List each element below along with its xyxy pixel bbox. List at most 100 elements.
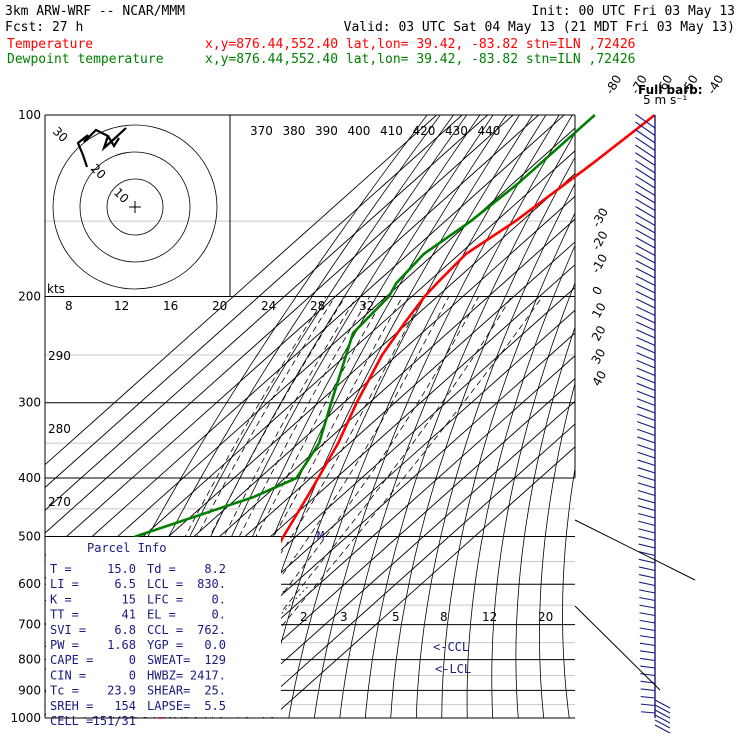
- wind-barb: [638, 512, 656, 519]
- parcel-info-value: 129: [204, 653, 226, 667]
- parcel-info-value: 23.9: [107, 684, 136, 698]
- isotherm: [271, 446, 575, 718]
- wind-legend-unit: 5 m s⁻¹: [643, 93, 688, 107]
- wind-barb: [635, 259, 656, 271]
- hodograph-kts-label: kts: [47, 282, 65, 296]
- wind-barb: [638, 558, 656, 564]
- parcel-info-label: LCL =: [147, 577, 183, 591]
- wind-barb-surface: [654, 704, 671, 714]
- temp-tick-right: 40: [589, 368, 609, 388]
- parcel-info-label: K =: [50, 592, 72, 606]
- dry-adiabat: [339, 115, 573, 718]
- wind-barb: [639, 589, 656, 594]
- hodograph-trace: [76, 127, 127, 168]
- isotherm: [169, 355, 575, 718]
- wind-barb: [636, 352, 656, 362]
- lcl-annotation: <-LCL: [435, 662, 471, 676]
- wind-barb: [635, 152, 656, 166]
- theta-left-label: 280: [48, 422, 71, 436]
- wind-barb-surface: [654, 724, 671, 734]
- parcel-info-label: HWBZ=: [147, 668, 183, 682]
- dry-adiabat: [441, 212, 575, 718]
- parcel-info-value: 0.0: [204, 638, 226, 652]
- mixing-ratio-label-upper: 16: [163, 299, 178, 313]
- wind-barb: [637, 436, 656, 444]
- wind-barb: [635, 236, 656, 249]
- parcel-info-label: Tc =: [50, 684, 79, 698]
- moist-adiabat: [174, 296, 450, 718]
- wind-barb: [635, 244, 656, 256]
- dry-adiabat: [415, 182, 575, 718]
- mixing-ratio-label-lower: 5: [392, 610, 400, 624]
- wind-barb: [635, 267, 656, 279]
- wind-barb: [639, 604, 656, 609]
- theta-label: 390: [315, 124, 338, 138]
- parcel-info-label: T =: [50, 562, 72, 576]
- pressure-tick-label: 200: [18, 290, 41, 304]
- legend-temperature-label: Temperature: [7, 37, 93, 52]
- theta-label: 420: [413, 124, 436, 138]
- temp-tick-right: 30: [589, 346, 609, 366]
- theta-label: 430: [445, 124, 468, 138]
- wind-barb: [640, 695, 656, 699]
- mixing-ratio-label-upper: 32: [359, 299, 374, 313]
- wind-barbs: Full barb:5 m s⁻¹: [574, 83, 703, 734]
- header-fcst: Fcst: 27 h: [5, 20, 83, 35]
- theta-label: 440: [478, 124, 501, 138]
- wind-barb: [635, 175, 656, 189]
- parcel-info-label: CIN =: [50, 668, 86, 682]
- parcel-info-value: 5.5: [204, 699, 226, 713]
- wind-barb: [637, 505, 656, 512]
- theta-left-label: 270: [48, 495, 71, 509]
- wind-barb-surface: [654, 699, 671, 709]
- wind-barb: [635, 113, 656, 129]
- parcel-info-label: SVI =: [50, 623, 86, 637]
- hodograph-ring: [106, 178, 164, 236]
- parcel-info-box: Parcel Info T = 15.0 Td = 8.2 LI = 6.5 LCL = 830…: [46, 537, 281, 728]
- theta-label: 410: [380, 124, 403, 138]
- wind-barb: [638, 566, 656, 572]
- theta-left-label: 290: [48, 349, 71, 363]
- wind-barb: [636, 359, 656, 369]
- wind-barb: [639, 635, 656, 639]
- mixing-ratio-label-upper: 28: [310, 299, 325, 313]
- dry-adiabat: [313, 115, 560, 718]
- wind-barb: [638, 543, 656, 549]
- dry-adiabat: [491, 281, 575, 718]
- parcel-info-value: 154: [114, 699, 136, 713]
- parcel-info-label: Td =: [147, 562, 176, 576]
- legend-dewpoint-location: x,y=876.44,552.40 lat,lon= 39.42, -83.82…: [205, 52, 635, 67]
- dry-adiabat: [539, 381, 575, 718]
- parcel-info-value: 762.: [197, 623, 226, 637]
- wind-barb: [638, 520, 656, 527]
- isotherm: [45, 115, 463, 489]
- header-valid: Valid: 03 UTC Sat 04 May 13 (21 MDT Fri …: [344, 20, 735, 35]
- wind-barb: [639, 612, 656, 617]
- theta-label: 380: [283, 124, 306, 138]
- wind-barb: [636, 321, 656, 331]
- dry-adiabat: [466, 244, 575, 718]
- header-model: 3km ARW-WRF -- NCAR/MMM: [5, 4, 185, 19]
- isotherm: [45, 115, 437, 466]
- pressure-tick-label: 800: [18, 653, 41, 667]
- wind-barb: [635, 221, 656, 234]
- parcel-info-value: 41: [122, 608, 136, 622]
- parcel-info-label: CAPE =: [50, 653, 93, 667]
- dry-adiabat: [364, 132, 575, 718]
- parcel-info-value: 2417.: [190, 668, 226, 682]
- wind-barb-surface: [654, 709, 671, 719]
- dry-adiabat: [515, 326, 575, 718]
- wind-barb: [635, 213, 656, 226]
- mixing-ratio-label-lower: 8: [440, 610, 448, 624]
- parcel-info-value: 15: [122, 592, 136, 606]
- legend-temperature-location: x,y=876.44,552.40 lat,lon= 39.42, -83.82…: [205, 37, 635, 52]
- isotherm: [220, 400, 575, 718]
- wind-barb-surface: [654, 714, 671, 724]
- mixing-ratio-label-lower: 2: [300, 610, 308, 624]
- dry-adiabat: [562, 466, 575, 718]
- wind-barb: [638, 574, 656, 579]
- isotherm: [45, 115, 488, 511]
- parcel-info-title: Parcel Info: [87, 541, 166, 555]
- wind-barb: [637, 497, 656, 504]
- isotherm: [194, 377, 575, 718]
